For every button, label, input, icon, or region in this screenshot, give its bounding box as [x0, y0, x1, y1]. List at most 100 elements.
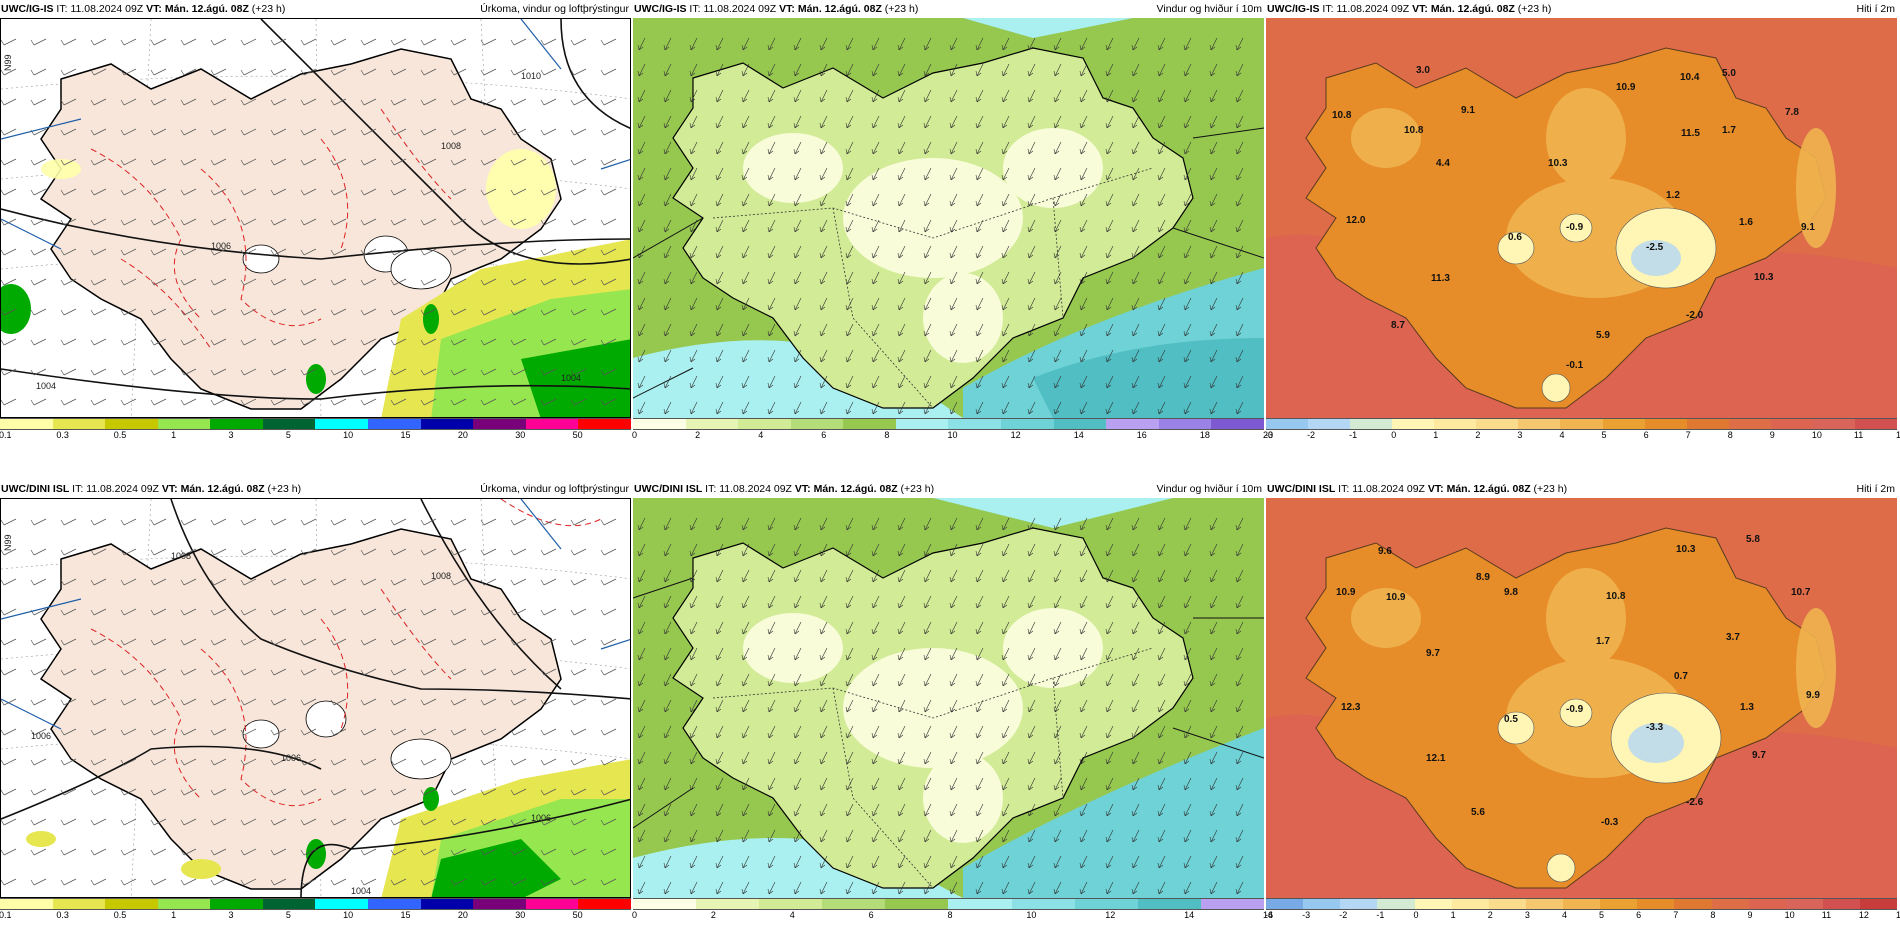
- wind-barb: [180, 308, 197, 316]
- wind-arrow: [741, 803, 750, 817]
- temp-value-label: -3.3: [1646, 722, 1664, 733]
- wind-barb: [420, 728, 437, 736]
- wind-arrow: [1209, 595, 1218, 609]
- wind-arrow: [1105, 375, 1114, 389]
- wind-arrow: [1053, 219, 1062, 233]
- wind-barb: [270, 308, 287, 316]
- colorbar-cell: [1137, 899, 1201, 909]
- wind-arrow: [1105, 401, 1114, 415]
- wind-arrow: [1157, 725, 1166, 739]
- precip-map[interactable]: 1008 1008 1006 1006 1006 1004 N99: [0, 498, 631, 898]
- wind-arrow: [1053, 297, 1062, 311]
- model-name: UWC/DINI ISL: [1, 483, 70, 495]
- wind-barb: [600, 368, 617, 376]
- wind-barb: [150, 188, 167, 196]
- wind-barb: [1, 818, 17, 826]
- wind-barb: [1, 668, 17, 676]
- colorbar-tick: 6: [1636, 910, 1642, 920]
- wind-arrow: [1027, 751, 1036, 765]
- wind-barb: [600, 158, 617, 166]
- wind-arrow: [923, 673, 932, 687]
- wind-barb: [60, 668, 77, 676]
- wind-arrow: [923, 193, 932, 207]
- wind-arrow: [741, 219, 750, 233]
- it-label: IT:: [72, 483, 84, 495]
- wind-barb: [330, 878, 347, 886]
- wind-barb: [570, 698, 587, 706]
- wind-arrow: [819, 647, 828, 661]
- wind-barb: [90, 638, 107, 646]
- wind-barb: [30, 638, 47, 646]
- wind-arrow: [1027, 855, 1036, 869]
- wind-arrow: [949, 803, 958, 817]
- panel-header: UWC/IG-IS IT: 11.08.2024 09Z VT: Mán. 12…: [634, 2, 1262, 16]
- wind-arrow: [1001, 569, 1010, 583]
- wind-barb: [150, 338, 167, 346]
- wind-arrow: [767, 297, 776, 311]
- wind-barb: [480, 158, 497, 166]
- wind-map[interactable]: [633, 498, 1264, 898]
- colorbar-cell: [1106, 419, 1159, 429]
- wind-arrow: [949, 855, 958, 869]
- wind-arrow: [767, 725, 776, 739]
- precip-map[interactable]: 1010 1008 1006 1004 1004 N99: [0, 18, 631, 418]
- wind-arrow: [897, 349, 906, 363]
- temp-value-label: 10.8: [1332, 110, 1352, 121]
- wind-barb: [210, 788, 227, 796]
- wind-arrow: [1183, 37, 1192, 51]
- wind-barb: [510, 68, 527, 76]
- wind-arrow: [715, 673, 724, 687]
- wind-barb: [330, 128, 347, 136]
- wind-arrow: [1235, 37, 1244, 51]
- wind-arrow: [741, 89, 750, 103]
- wind-barb: [240, 578, 257, 586]
- wind-barb: [270, 578, 287, 586]
- wind-barb: [180, 638, 197, 646]
- wind-barb: [270, 608, 287, 616]
- wind-arrow: [1027, 219, 1036, 233]
- wind-map[interactable]: [633, 18, 1264, 418]
- panel-temp-top: UWC/IG-IS IT: 11.08.2024 09Z VT: Mán. 12…: [1265, 0, 1900, 460]
- wind-arrow: [1027, 271, 1036, 285]
- temp-map[interactable]: 9.6 10.3 5.8 8.9 10.9 10.9 9.8 10.8 10.7 1.7 3.7 9.…: [1266, 498, 1897, 898]
- wind-barb: [180, 398, 197, 406]
- wind-arrow: [1001, 297, 1010, 311]
- wind-arrow: [741, 595, 750, 609]
- wind-arrow: [637, 323, 646, 337]
- wind-barb: [510, 188, 527, 196]
- wind-barb: [510, 548, 527, 556]
- wind-arrow: [1053, 829, 1062, 843]
- wind-arrow: [741, 141, 750, 155]
- wind-barb: [120, 788, 137, 796]
- wind-arrow: [975, 115, 984, 129]
- wind-barb: [480, 788, 497, 796]
- wind-arrow: [949, 777, 958, 791]
- temp-value-label: 1.6: [1739, 217, 1753, 228]
- wind-barb: [450, 698, 467, 706]
- wind-barb: [300, 368, 317, 376]
- colorbar-cell: [1001, 419, 1054, 429]
- wind-arrow: [663, 193, 672, 207]
- wind-arrow: [1131, 89, 1140, 103]
- wind-arrow: [1027, 621, 1036, 635]
- wind-barb: [540, 278, 557, 286]
- wind-barb: [210, 38, 227, 46]
- wind-arrow: [897, 569, 906, 583]
- wind-barb: [210, 128, 227, 136]
- wind-arrow: [663, 621, 672, 635]
- temp-map[interactable]: 3.0 10.9 10.4 5.0 7.8 10.8 10.8 9.1 11.5 1.7 4.4 10…: [1266, 18, 1897, 418]
- wind-barb: [300, 728, 317, 736]
- wind-barb: [600, 638, 617, 646]
- wind-arrow: [793, 673, 802, 687]
- panel-title: Vindur og hviður í 10m: [1156, 483, 1262, 495]
- colorbar-tick: 13: [1896, 910, 1900, 920]
- it-label: IT:: [689, 3, 701, 15]
- colorbar-cell: [1414, 899, 1452, 909]
- wind-barb: [360, 158, 377, 166]
- temp-value-label: 5.8: [1746, 534, 1760, 545]
- wind-arrow: [1209, 245, 1218, 259]
- wind-arrow: [923, 401, 932, 415]
- wind-barb: [570, 518, 587, 526]
